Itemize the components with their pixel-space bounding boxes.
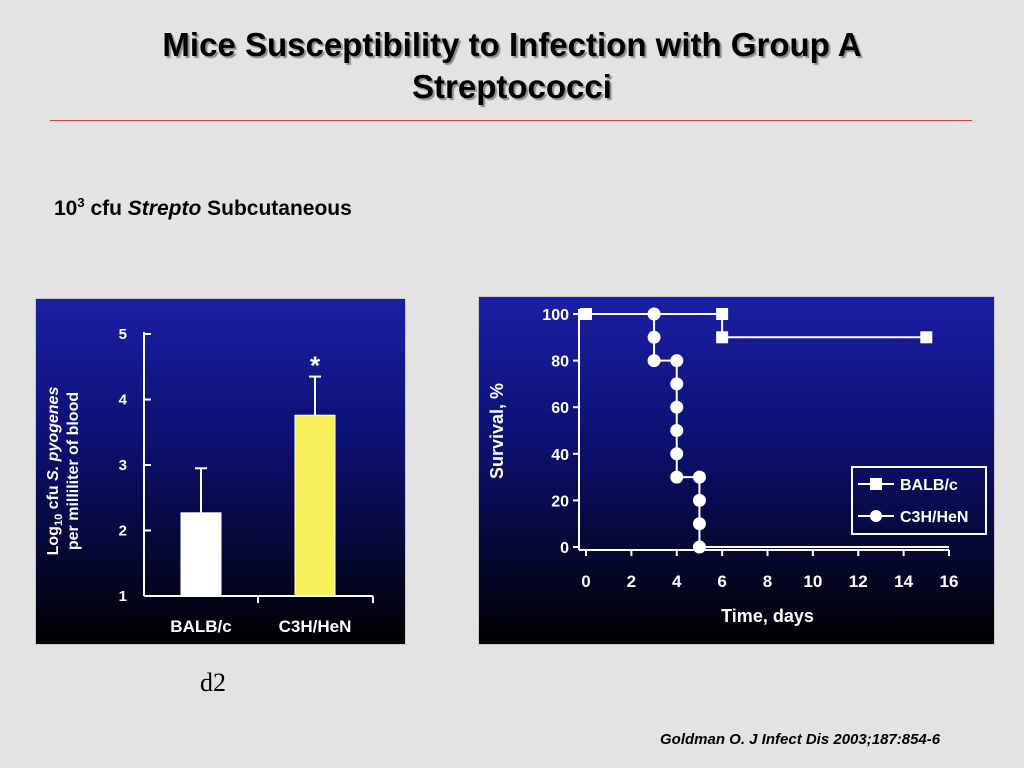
dose-subtitle: 103 cfu Strepto Subcutaneous — [54, 195, 352, 221]
y-tick-label: 0 — [560, 540, 569, 557]
dose-exponent: 3 — [77, 195, 85, 210]
data-point-c3h-hen — [670, 354, 684, 368]
y-axis-title-line1: Log10 cfu S. pyogenes — [45, 387, 65, 556]
data-point-c3h-hen — [692, 493, 706, 507]
slide-title: Mice Susceptibility to Infection with Gr… — [162, 26, 862, 105]
x-tick-label: 2 — [627, 572, 636, 591]
dose-base: 10 — [54, 197, 78, 220]
survival-chart: 0 20 40 60 80 100 0 2 4 6 8 10 12 14 16 Time, days Survi… — [487, 307, 987, 626]
legend-box — [851, 466, 987, 535]
legend-label: C3H/HeN — [900, 509, 968, 526]
x-tick-label: 4 — [672, 572, 682, 591]
data-point-balb-c — [716, 308, 729, 320]
y-axis-title: Survival, % — [487, 383, 507, 479]
series-line-balb-c — [586, 313, 927, 339]
bar-chart: 1 2 3 4 5 BALB/c C3H/HeN * Log10 cfu S. pyogenes… — [45, 326, 374, 636]
chart-legend: BALB/c C3H/HeN — [851, 466, 987, 535]
title-divider — [50, 120, 972, 121]
y-label-unit: cfu — [45, 481, 62, 514]
x-tick-label: 6 — [717, 572, 726, 591]
significance-asterisk: * — [310, 351, 321, 381]
y-label-species: S. pyogenes — [45, 387, 62, 481]
data-point-c3h-hen — [647, 330, 661, 344]
y-tick-label: 80 — [551, 354, 569, 371]
x-tick-label: 12 — [849, 572, 868, 591]
y-axis-title: Log10 cfu S. pyogenes per milliliter of b… — [45, 387, 82, 556]
x-tick-label: 10 — [803, 572, 822, 591]
data-point-balb-c — [716, 331, 729, 344]
legend-marker-square — [870, 478, 882, 490]
y-tick-label: 4 — [119, 392, 128, 409]
y-tick-label: 20 — [551, 493, 569, 510]
series-line-c3h-hen — [586, 313, 949, 548]
data-point-balb-c — [920, 331, 933, 344]
bar-balb-c — [180, 512, 222, 597]
y-tick-label: 5 — [119, 326, 127, 343]
survival-chart-panel: 0 20 40 60 80 100 0 2 4 6 8 10 12 14 16 Time, days Survi… — [478, 296, 995, 645]
data-point-c3h-hen — [670, 470, 684, 484]
y-tick-label: 1 — [119, 588, 127, 605]
y-tick-label: 100 — [542, 307, 569, 324]
x-tick-label: 0 — [581, 572, 590, 591]
x-tick-label: 14 — [894, 572, 913, 591]
data-point-c3h-hen — [670, 377, 684, 391]
data-point-c3h-hen — [647, 354, 661, 368]
bar-c3h-hen — [294, 414, 336, 597]
route-label: Subcutaneous — [207, 197, 352, 220]
data-point-c3h-hen — [670, 400, 684, 414]
dose-unit: cfu — [90, 197, 122, 220]
y-tick-label: 60 — [551, 400, 569, 417]
y-label-log: Log — [45, 526, 62, 555]
citation: Goldman O. J Infect Dis 2003;187:854-6 — [660, 731, 941, 748]
x-axis-title: Time, days — [721, 606, 814, 626]
data-point-c3h-hen — [670, 447, 684, 461]
bar-chart-panel: 1 2 3 4 5 BALB/c C3H/HeN * Log10 cfu S. pyogenes… — [35, 298, 406, 645]
organism-name: Strepto — [127, 197, 202, 220]
y-tick-label: 3 — [119, 457, 127, 474]
x-tick-label: 8 — [763, 572, 772, 591]
x-tick-label: 16 — [940, 572, 959, 591]
data-point-c3h-hen — [647, 307, 661, 321]
x-tick-label: BALB/c — [170, 617, 231, 636]
legend-marker-circle — [870, 510, 882, 522]
data-point-c3h-hen — [692, 540, 706, 554]
y-axis-title-line2: per milliliter of blood — [65, 392, 82, 550]
y-tick-label: 40 — [551, 447, 569, 464]
data-point-c3h-hen — [692, 517, 706, 531]
x-tick-label: C3H/HeN — [279, 617, 352, 636]
data-point-c3h-hen — [692, 470, 706, 484]
y-label-subscript: 10 — [53, 514, 65, 526]
figure-caption: d2 — [200, 668, 226, 697]
y-tick-label: 2 — [119, 523, 127, 540]
legend-label: BALB/c — [900, 477, 958, 494]
data-point-c3h-hen — [670, 424, 684, 437]
